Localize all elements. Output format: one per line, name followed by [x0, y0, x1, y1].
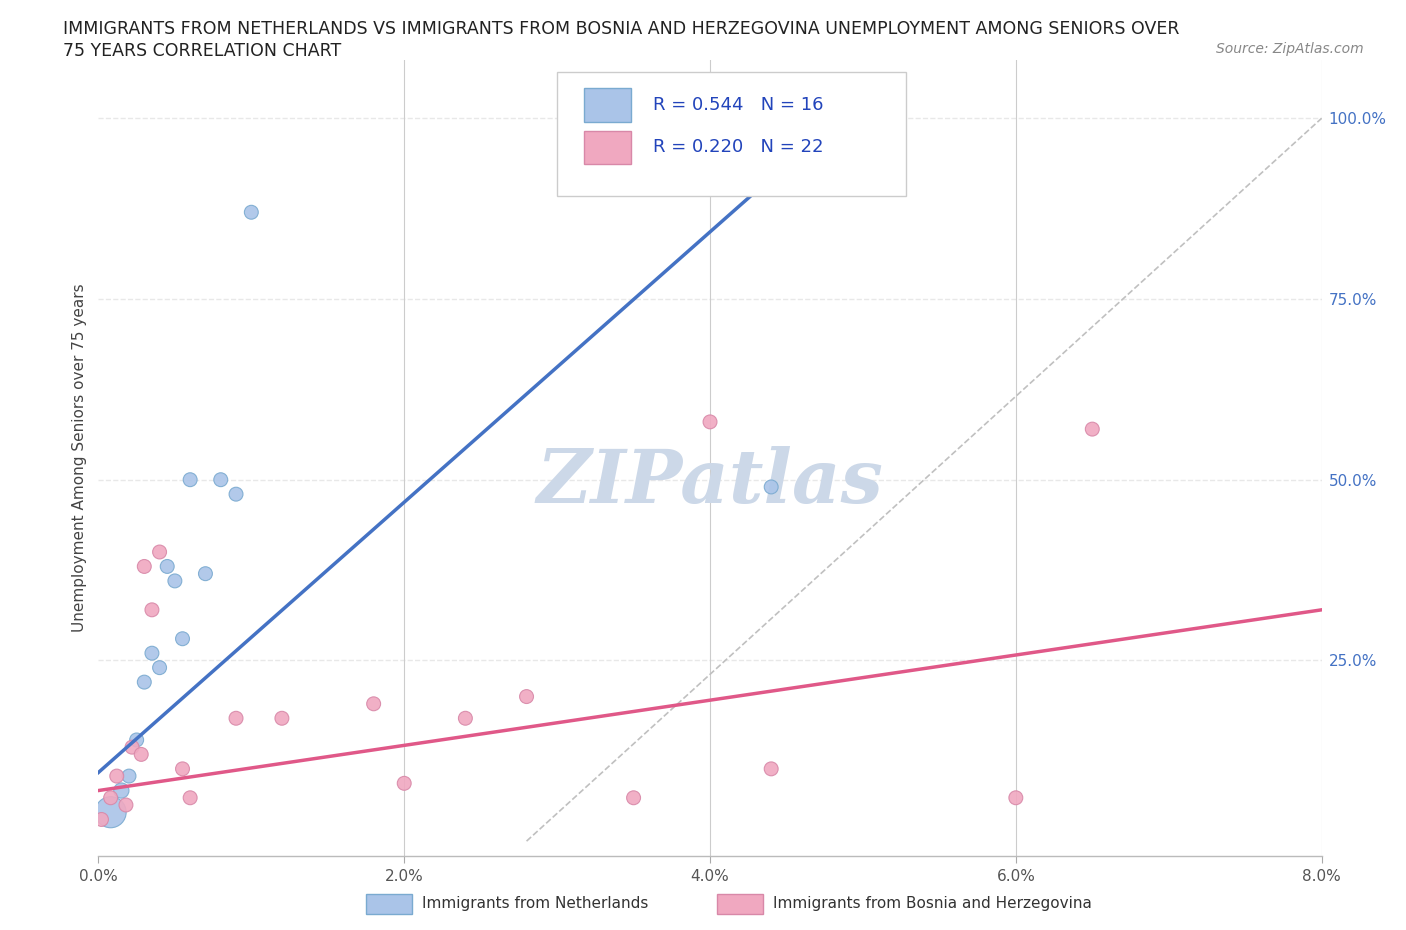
- FancyBboxPatch shape: [583, 130, 630, 164]
- Point: [125, 733, 148, 748]
- Point: [115, 798, 138, 813]
- Y-axis label: Unemployment Among Seniors over 75 years: Unemployment Among Seniors over 75 years: [72, 284, 87, 632]
- Text: IMMIGRANTS FROM NETHERLANDS VS IMMIGRANTS FROM BOSNIA AND HERZEGOVINA UNEMPLOYME: IMMIGRANTS FROM NETHERLANDS VS IMMIGRANT…: [63, 20, 1180, 38]
- Text: 75 YEARS CORRELATION CHART: 75 YEARS CORRELATION CHART: [63, 42, 342, 60]
- Point: [172, 762, 194, 777]
- Point: [392, 776, 416, 790]
- Text: Immigrants from Netherlands: Immigrants from Netherlands: [422, 897, 648, 911]
- Point: [699, 415, 721, 430]
- Text: R = 0.220   N = 22: R = 0.220 N = 22: [652, 139, 823, 156]
- Point: [134, 559, 156, 574]
- FancyBboxPatch shape: [557, 73, 905, 195]
- Point: [172, 631, 194, 646]
- Point: [141, 603, 163, 618]
- Text: Source: ZipAtlas.com: Source: ZipAtlas.com: [1216, 42, 1364, 56]
- Point: [270, 711, 294, 725]
- Point: [240, 205, 263, 219]
- Point: [225, 711, 247, 725]
- Point: [90, 812, 112, 827]
- Point: [100, 790, 122, 805]
- Point: [759, 480, 782, 495]
- Point: [363, 697, 385, 711]
- Point: [623, 790, 645, 805]
- Point: [759, 762, 782, 777]
- Point: [121, 739, 143, 754]
- Point: [225, 486, 247, 501]
- Point: [110, 783, 132, 798]
- Point: [454, 711, 477, 725]
- Point: [156, 559, 179, 574]
- Text: R = 0.544   N = 16: R = 0.544 N = 16: [652, 96, 823, 114]
- FancyBboxPatch shape: [583, 88, 630, 122]
- Point: [105, 768, 128, 783]
- Point: [194, 566, 217, 581]
- Point: [149, 545, 172, 560]
- Point: [118, 768, 141, 783]
- Point: [1081, 421, 1104, 436]
- Point: [149, 660, 172, 675]
- Point: [141, 645, 163, 660]
- Point: [129, 747, 152, 762]
- Text: ZIPatlas: ZIPatlas: [537, 445, 883, 518]
- Text: Immigrants from Bosnia and Herzegovina: Immigrants from Bosnia and Herzegovina: [773, 897, 1092, 911]
- Point: [163, 574, 186, 589]
- Point: [179, 472, 201, 487]
- Point: [516, 689, 538, 704]
- Point: [179, 790, 201, 805]
- Point: [134, 674, 156, 689]
- Point: [209, 472, 232, 487]
- Point: [1004, 790, 1026, 805]
- Point: [100, 804, 122, 819]
